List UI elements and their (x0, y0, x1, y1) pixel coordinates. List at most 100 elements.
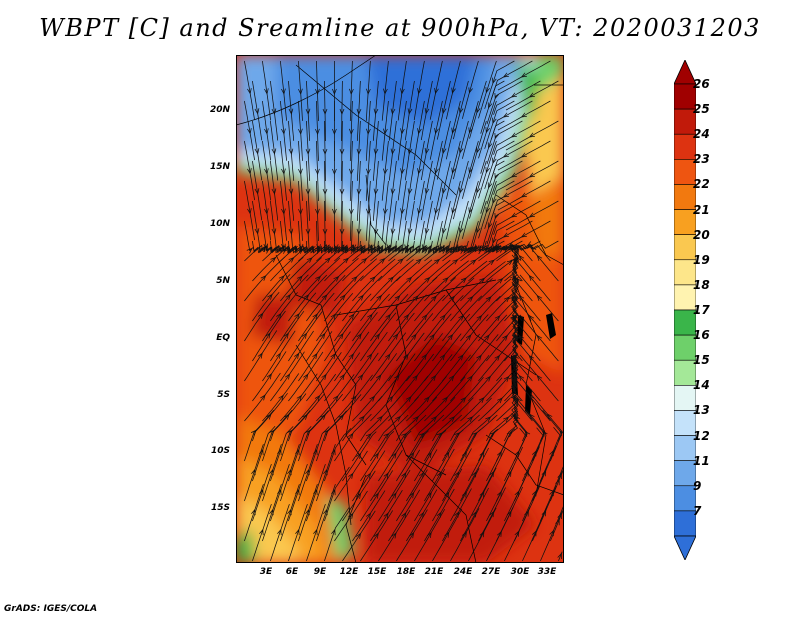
streamline-arrow (333, 275, 340, 282)
streamline-arrow (494, 172, 499, 180)
streamline (357, 80, 361, 141)
streamline-arrow (485, 207, 490, 214)
lon-label-21e: 21E (424, 567, 444, 577)
streamline-arrow (339, 373, 345, 380)
streamline (511, 354, 541, 402)
streamline (468, 467, 497, 522)
streamline (502, 243, 533, 262)
streamline-arrow (339, 148, 345, 156)
streamline (270, 80, 279, 141)
streamline (252, 120, 263, 181)
streamline (244, 409, 275, 462)
streamline-arrow (489, 431, 496, 438)
streamline-arrow (510, 354, 516, 361)
streamline-arrow (434, 258, 441, 265)
streamline-arrow (350, 247, 357, 253)
streamline (244, 180, 255, 241)
streamline-arrow (476, 187, 481, 194)
streamline (316, 100, 319, 162)
streamline-arrow (260, 394, 266, 401)
streamline-arrow (365, 433, 372, 439)
streamline-arrow (494, 132, 499, 140)
streamline-arrow (417, 208, 422, 215)
streamline (370, 490, 403, 542)
streamline (484, 100, 515, 149)
streamline (486, 245, 520, 282)
streamline-arrow (487, 102, 493, 109)
streamline-arrow (504, 296, 510, 303)
streamline (493, 200, 541, 235)
streamline (306, 246, 348, 282)
streamline (460, 487, 489, 542)
streamline (478, 377, 518, 422)
streamline-arrow (476, 147, 481, 154)
colorbar-tick-label: 12 (693, 428, 710, 443)
streamline-arrow (297, 248, 304, 254)
streamline-arrow (383, 168, 388, 175)
streamline-arrow (502, 232, 509, 238)
streamline-arrow (442, 277, 449, 283)
streamline-arrow (366, 353, 373, 360)
streamline (352, 258, 396, 302)
streamline-arrow (366, 208, 371, 215)
lat-label-5n: 5N (216, 276, 230, 286)
streamline-arrow (263, 248, 270, 254)
streamline-arrow (276, 312, 282, 319)
streamline-arrow (379, 258, 386, 264)
streamline-arrow (332, 208, 337, 216)
streamline (406, 449, 438, 502)
streamline-arrow (251, 468, 256, 476)
streamline (478, 334, 517, 382)
streamline (460, 261, 506, 302)
streamline-arrow (479, 530, 485, 538)
streamline-arrow (322, 228, 328, 236)
streamline-arrow (468, 127, 473, 134)
streamline (436, 160, 451, 220)
streamline-arrow (302, 413, 308, 420)
streamline (324, 120, 326, 182)
streamline (244, 483, 264, 542)
streamline-arrow (320, 332, 326, 339)
streamline (490, 140, 533, 180)
streamline (306, 120, 310, 181)
streamline (468, 278, 512, 322)
streamline-arrow (476, 354, 482, 361)
streamline-arrow (303, 373, 309, 380)
streamline (306, 352, 342, 402)
streamline-arrow (259, 528, 264, 536)
streamline-arrow (407, 188, 413, 195)
streamline-arrow (269, 508, 274, 516)
streamline-arrow (385, 353, 391, 360)
streamline (450, 354, 490, 402)
streamline (280, 140, 287, 201)
streamline-arrow (524, 510, 529, 517)
streamline-arrow (458, 314, 464, 321)
streamline-arrow (471, 432, 478, 438)
streamline-arrow (349, 168, 354, 176)
streamline-arrow (391, 492, 397, 499)
streamline-arrow (468, 167, 473, 174)
lat-label-10n: 10N (209, 219, 230, 229)
streamline (280, 100, 287, 161)
streamline-arrow (332, 128, 337, 136)
streamline (462, 140, 479, 199)
streamline (270, 426, 294, 482)
streamline-arrow (487, 182, 493, 189)
streamline-arrow (494, 315, 501, 322)
streamline (262, 483, 282, 542)
streamline (378, 312, 415, 362)
streamline (244, 244, 281, 262)
streamline (429, 140, 443, 200)
streamline (352, 293, 390, 342)
streamline-arrow (366, 168, 371, 175)
streamline-arrow (298, 168, 303, 175)
streamline (529, 393, 563, 442)
streamline-arrow (424, 396, 430, 403)
streamline-arrow (502, 72, 509, 78)
streamline-arrow (322, 108, 328, 116)
streamline-arrow (343, 257, 350, 264)
streamline-arrow (434, 87, 439, 95)
streamline-arrow (287, 508, 292, 516)
streamline (414, 397, 456, 442)
streamline-arrow (520, 152, 527, 158)
